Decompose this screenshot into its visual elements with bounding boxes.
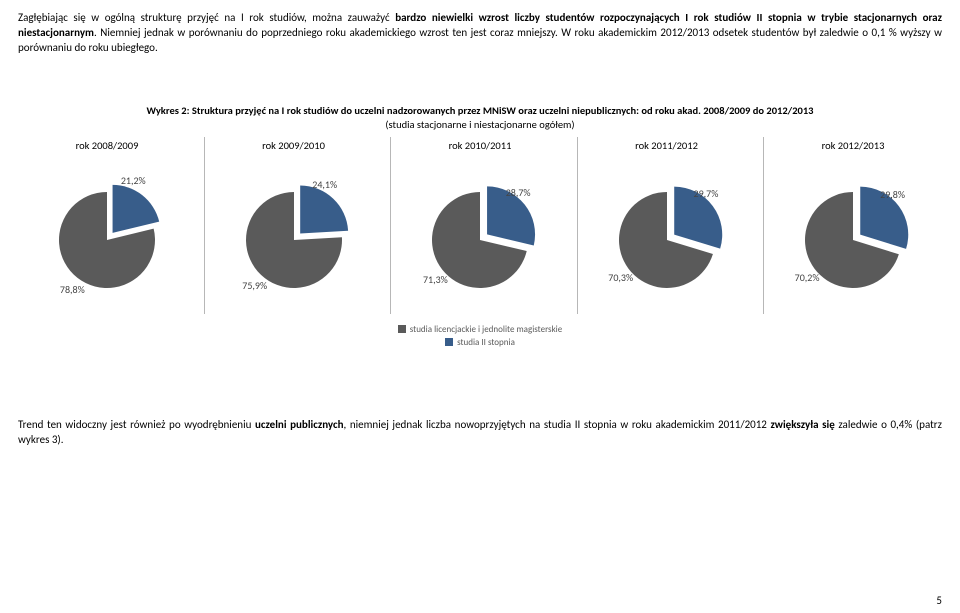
pie-label-secondary: 29,8% [880, 188, 905, 201]
chart-year-label: rok 2009/2010 [262, 139, 325, 152]
chart-year-label: rok 2011/2012 [635, 139, 698, 152]
pie-label-secondary: 28,7% [506, 186, 531, 199]
chart-column: rok 2009/2010 24,1% 75,9% [204, 137, 383, 314]
charts-row: rok 2008/2009 21,2% 78,8% rok 2009/2010 24,1… [18, 137, 942, 314]
pie-label-primary: 71,3% [423, 273, 448, 286]
chart-column: rok 2010/2011 28,7% 71,3% [390, 137, 569, 314]
pie-chart: 29,8% 70,2% [783, 174, 923, 314]
legend-item-2: studia II stopnia [445, 337, 515, 348]
legend-swatch-2 [445, 338, 453, 346]
paragraph-2: Trend ten widoczny jest również po wyodr… [18, 418, 942, 448]
chart-subtitle: (studia stacjonarne i niestacjonarne ogó… [18, 118, 942, 131]
p2-bold2: zwiększyła się [771, 418, 835, 431]
chart-title: Wykres 2: Struktura przyjęć na I rok stu… [18, 104, 942, 118]
paragraph-1: Zagłębiając się w ogólną strukturę przyj… [18, 11, 942, 56]
pie-label-secondary: 21,2% [121, 174, 146, 187]
pie-chart: 24,1% 75,9% [224, 174, 364, 314]
chart-title-bold: 2008/2009 do 2012/2013 [703, 104, 813, 117]
chart-title-pre: Wykres 2: Struktura przyjęć na I rok stu… [147, 104, 704, 117]
legend-item-1: studia licencjackie i jednolite magister… [398, 324, 562, 335]
chart-year-label: rok 2010/2011 [449, 139, 512, 152]
pie-label-primary: 70,3% [608, 271, 633, 284]
legend-swatch-1 [398, 325, 406, 333]
page-number: 5 [936, 594, 942, 607]
p1-post: . Niemniej jednak w porównaniu do poprze… [18, 26, 942, 54]
p2-bold1: uczelni publicznych [255, 418, 344, 431]
chart-year-label: rok 2008/2009 [76, 139, 139, 152]
pie-chart: 21,2% 78,8% [37, 174, 177, 314]
p2-pre: Trend ten widoczny jest również po wyodr… [18, 418, 255, 431]
chart-column: rok 2012/2013 29,8% 70,2% [763, 137, 942, 314]
chart-legend: studia licencjackie i jednolite magister… [18, 324, 942, 348]
pie-chart: 29,7% 70,3% [597, 174, 737, 314]
pie-label-primary: 70,2% [795, 271, 820, 284]
legend-label-2: studia II stopnia [457, 337, 515, 348]
p2-mid: , niemniej jednak liczba nowoprzyjętych … [344, 418, 771, 431]
chart-column: rok 2011/2012 29,7% 70,3% [577, 137, 756, 314]
p1-pre: Zagłębiając się w ogólną strukturę przyj… [18, 11, 395, 24]
pie-label-primary: 75,9% [242, 279, 267, 292]
pie-label-secondary: 24,1% [312, 178, 337, 191]
chart-year-label: rok 2012/2013 [822, 139, 885, 152]
pie-label-secondary: 29,7% [694, 187, 719, 200]
chart-column: rok 2008/2009 21,2% 78,8% [18, 137, 196, 314]
pie-chart: 28,7% 71,3% [410, 174, 550, 314]
pie-label-primary: 78,8% [60, 283, 85, 296]
legend-label-1: studia licencjackie i jednolite magister… [410, 324, 562, 335]
